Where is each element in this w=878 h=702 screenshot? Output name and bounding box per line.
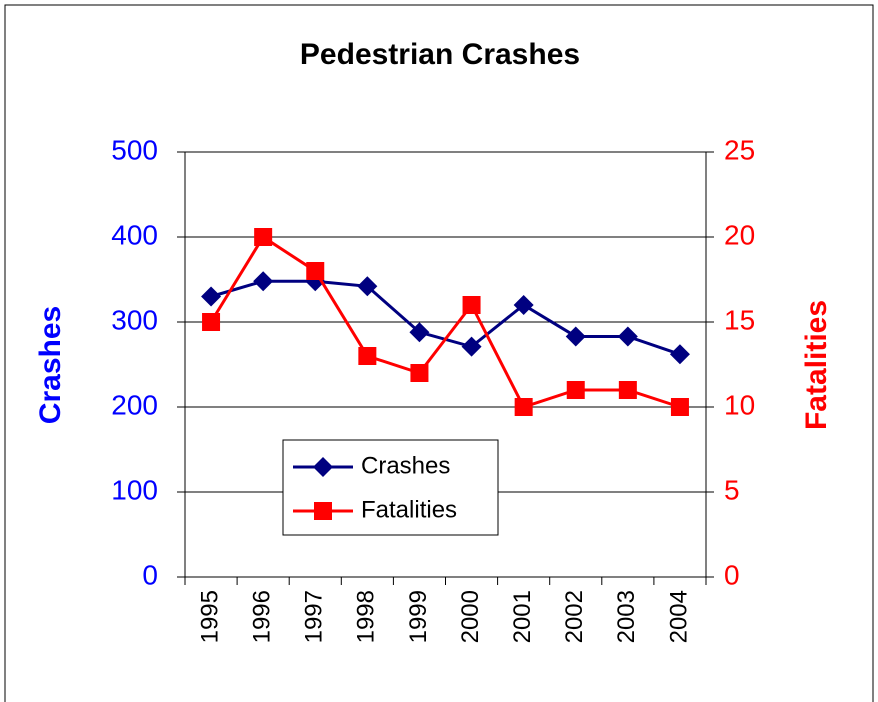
x-tick-label: 1995 [196, 590, 223, 643]
marker [462, 296, 481, 314]
y-tick-label: 0 [142, 559, 158, 590]
marker [514, 398, 533, 416]
marker [617, 326, 638, 347]
marker [566, 381, 585, 399]
marker [513, 295, 534, 315]
y-axis-label: Crashes [34, 306, 67, 424]
x-tick-label: 2003 [613, 590, 640, 643]
marker [201, 286, 222, 307]
marker [202, 313, 221, 331]
y2-axis-label: Fatalities [800, 300, 833, 430]
marker [670, 398, 689, 416]
series-line [210, 279, 681, 356]
x-tick-label: 1996 [248, 590, 275, 643]
marker [461, 336, 482, 357]
y-tick-label: 500 [111, 134, 158, 165]
y-tick-label: 200 [111, 389, 158, 420]
x-tick-label: 2004 [665, 590, 692, 643]
y2-tick-label: 5 [724, 474, 740, 505]
marker [357, 276, 378, 297]
series-line [209, 234, 681, 409]
marker [254, 228, 273, 246]
legend-label: Fatalities [361, 496, 457, 523]
y-tick-label: 400 [111, 219, 158, 250]
marker [358, 347, 377, 365]
legend-label: Crashes [361, 452, 450, 479]
x-tick-label: 1999 [405, 590, 432, 643]
y2-tick-label: 20 [724, 219, 755, 250]
marker [669, 344, 690, 365]
legend-marker [314, 502, 332, 520]
x-tick-label: 1997 [301, 590, 328, 643]
marker [253, 271, 274, 292]
marker [618, 381, 637, 399]
chart-frame [4, 4, 874, 702]
chart-title: Pedestrian Crashes [300, 38, 580, 71]
marker [409, 322, 430, 343]
x-tick-label: 2000 [457, 590, 484, 643]
marker [306, 262, 325, 280]
y-tick-label: 300 [111, 304, 158, 335]
y-tick-label: 100 [111, 474, 158, 505]
y2-tick-label: 0 [724, 559, 740, 590]
marker [565, 326, 586, 347]
x-tick-label: 2002 [561, 590, 588, 643]
legend-marker [313, 457, 333, 477]
y2-tick-label: 15 [724, 304, 755, 335]
marker [410, 364, 429, 382]
x-tick-label: 2001 [509, 590, 536, 643]
x-tick-label: 1998 [353, 590, 380, 643]
y2-tick-label: 10 [724, 389, 755, 420]
y2-tick-label: 25 [724, 134, 755, 165]
